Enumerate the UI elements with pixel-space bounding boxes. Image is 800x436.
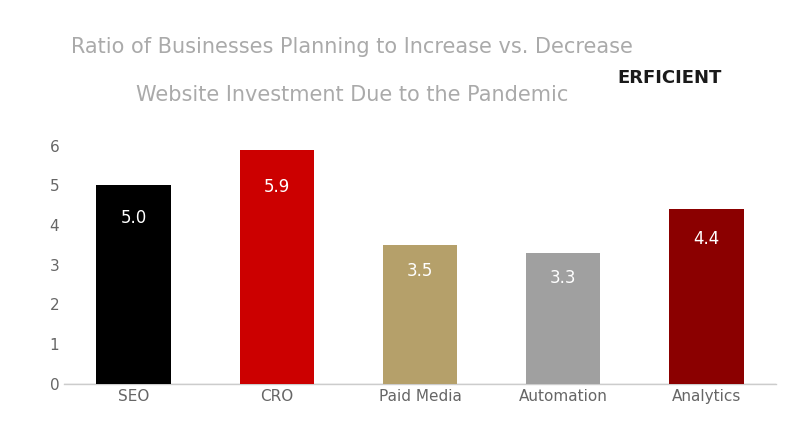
Text: ERFICIENT: ERFICIENT: [618, 69, 722, 88]
Bar: [239, 150, 314, 384]
Bar: [526, 253, 601, 384]
Text: 3.5: 3.5: [407, 262, 433, 279]
Text: 4.4: 4.4: [694, 230, 719, 248]
Bar: [669, 209, 744, 384]
Bar: [96, 185, 171, 384]
Text: Ratio of Businesses Planning to Increase vs. Decrease: Ratio of Businesses Planning to Increase…: [71, 37, 633, 57]
Text: P: P: [596, 68, 610, 87]
Bar: [382, 245, 458, 384]
Text: 5.0: 5.0: [121, 209, 146, 227]
Text: 3.3: 3.3: [550, 269, 577, 286]
Text: 5.9: 5.9: [264, 178, 290, 196]
Text: Website Investment Due to the Pandemic: Website Investment Due to the Pandemic: [136, 85, 568, 105]
